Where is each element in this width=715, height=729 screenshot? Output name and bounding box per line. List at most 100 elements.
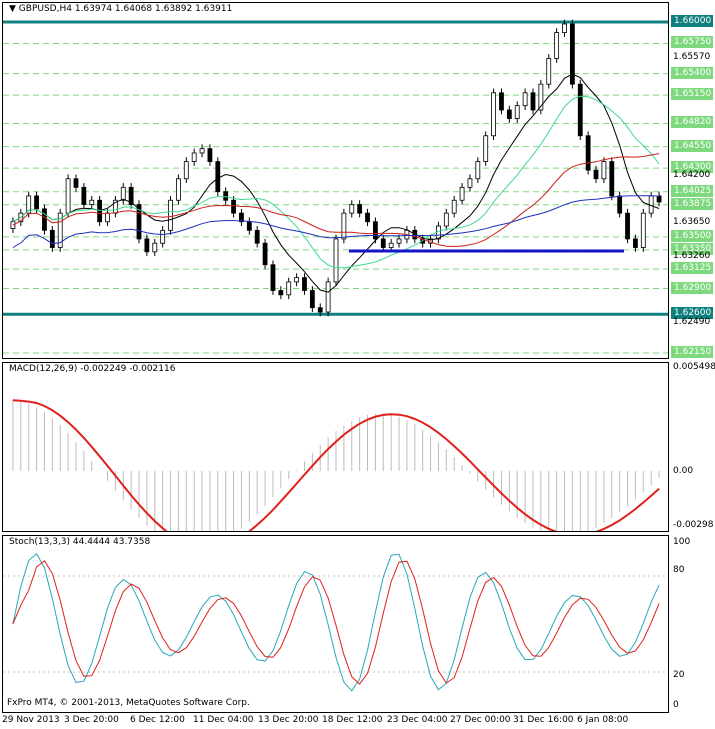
macd-histogram [12, 400, 660, 531]
candle-body [538, 83, 544, 111]
ma-green-line [12, 95, 660, 269]
candle-body [270, 264, 276, 291]
macd-axis-top: 0.005498 [673, 362, 715, 372]
price-label-1-66000: 1.66000 [671, 15, 713, 27]
candle-body [309, 290, 315, 309]
candle-body [372, 221, 378, 240]
candle-body [65, 178, 71, 214]
candle-body [499, 92, 504, 111]
candle-body [569, 23, 575, 85]
candle-body [191, 152, 197, 162]
time-label: 18 Dec 12:00 [322, 715, 383, 725]
candle-body [562, 23, 567, 33]
candle-body [254, 229, 260, 244]
candle-body [128, 186, 134, 205]
candle-body [491, 92, 496, 137]
stoch-axis-20: 20 [673, 670, 685, 680]
candle-body [57, 212, 63, 248]
copyright-text: FxPro MT4, © 2001-2013, MetaQuotes Softw… [7, 698, 250, 708]
candle-body [144, 238, 150, 253]
candle-body [617, 195, 623, 214]
ma-blue-line [12, 195, 660, 248]
ma-black-line [12, 73, 660, 293]
price-label-1-63260: 1.63260 [673, 250, 711, 261]
candle-body [262, 242, 268, 266]
candle-body [278, 290, 284, 296]
stochastic-canvas [3, 553, 668, 692]
candle-body [207, 148, 213, 162]
price-label-1-64200: 1.64200 [673, 169, 711, 180]
price-label-1-63350: 1.63350 [671, 242, 713, 255]
candle-body [530, 92, 536, 111]
candle-body [396, 238, 402, 244]
collapse-triangle-icon[interactable]: ▼ [9, 4, 16, 14]
time-label: 27 Dec 00:00 [450, 715, 511, 725]
candle-body [136, 204, 142, 240]
price-label-1-63650: 1.63650 [673, 217, 711, 228]
price-label-1-65750: 1.65750 [671, 36, 713, 49]
price-label-1-65570: 1.65570 [673, 51, 711, 62]
candle-body [443, 212, 449, 227]
candle-body [475, 161, 481, 180]
candle-body [593, 169, 599, 180]
candle-body [640, 212, 646, 248]
time-label: 6 Jan 08:00 [577, 715, 629, 725]
macd-axis-zero: 0.00 [673, 466, 694, 476]
stoch-axis-80: 80 [673, 565, 685, 575]
candle-body [223, 191, 229, 201]
candle-body [42, 208, 47, 231]
candle-body [49, 229, 55, 248]
price-label-1-63500: 1.63500 [671, 229, 713, 242]
candle-body [365, 212, 370, 223]
stoch-title: Stoch(13,3,3) 44.4444 43.7358 [7, 537, 153, 547]
price-chart-pane[interactable]: ▼ GBPUSD,H4 1.63974 1.64068 1.63892 1.63… [2, 2, 669, 359]
stoch-axis-100: 100 [673, 537, 691, 547]
ohlc-values: 1.63974 1.64068 1.63892 1.63911 [74, 4, 233, 14]
price-label-1-65150: 1.65150 [671, 88, 713, 101]
stochastic-pane[interactable]: Stoch(13,3,3) 44.4444 43.7358 FxPro MT4,… [2, 535, 669, 713]
candle-body [160, 229, 166, 244]
price-label-1-65400: 1.65400 [671, 66, 713, 79]
candle-body [585, 135, 591, 171]
candle-body [120, 186, 126, 201]
candle-body [506, 109, 512, 119]
candle-body [105, 212, 110, 223]
candle-body [246, 221, 252, 231]
candle-body [333, 238, 339, 283]
symbol-timeframe: GBPUSD,H4 [18, 4, 72, 14]
price-label-1-63125: 1.63125 [671, 262, 713, 275]
candle-body [286, 281, 292, 296]
candle-body [215, 161, 221, 193]
candle-body [633, 238, 638, 248]
stoch-axis-0: 0 [673, 700, 679, 710]
candle-body [302, 277, 307, 291]
time-label: 13 Dec 20:00 [258, 715, 319, 725]
macd-title: MACD(12,26,9) -0.002249 -0.002116 [7, 364, 178, 374]
time-label: 31 Dec 16:00 [513, 715, 574, 725]
candle-body [152, 242, 158, 253]
candle-body [349, 204, 355, 214]
stoch-main-line [12, 553, 660, 692]
time-label: 23 Dec 04:00 [387, 715, 448, 725]
price-label-1-64300: 1.64300 [671, 161, 713, 174]
price-label-1-64550: 1.64550 [671, 139, 713, 152]
candle-body [451, 199, 457, 214]
candle-body [325, 281, 331, 313]
candle-body [554, 32, 560, 59]
candle-body [546, 57, 552, 85]
price-label-1-63875: 1.63875 [671, 197, 713, 210]
macd-signal-line [12, 399, 660, 531]
candle-body [231, 199, 236, 214]
candle-body [522, 92, 528, 107]
symbol-header: ▼ GBPUSD,H4 1.63974 1.64068 1.63892 1.63… [7, 4, 235, 14]
price-chart-canvas [3, 19, 668, 354]
candle-body [183, 161, 189, 180]
macd-pane[interactable]: MACD(12,26,9) -0.002249 -0.002116 [2, 362, 669, 532]
stoch-signal-line [12, 560, 660, 685]
candle-body [34, 195, 39, 210]
ma-red-line [12, 153, 660, 248]
candle-body [601, 161, 607, 180]
candle-body [81, 186, 87, 205]
candle-body [577, 83, 583, 137]
